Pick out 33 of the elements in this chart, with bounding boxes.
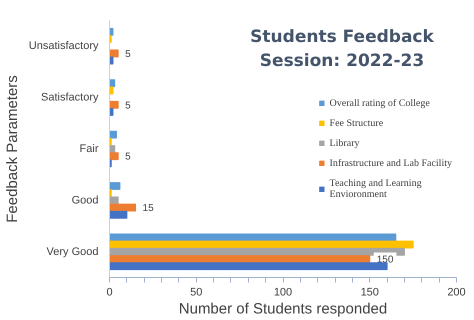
data-label: 5: [125, 152, 132, 163]
bar: [110, 210, 128, 219]
x-tick-label: 0: [106, 286, 113, 298]
x-tick-label: 150: [360, 286, 379, 298]
text: Students Feedback Session: 2022-23: [250, 26, 434, 71]
y-tick-label: Unsatisfactory: [28, 40, 99, 52]
legend-label: Library: [330, 138, 360, 148]
y-tick-label: Very Good: [46, 246, 99, 258]
bar: [110, 86, 114, 94]
y-tick-label: Satisfactory: [41, 92, 99, 104]
bar: [110, 240, 414, 249]
x-tick-label: 200: [447, 286, 466, 298]
bar: [110, 49, 119, 58]
x-tick-label: 50: [190, 286, 202, 298]
x-tick-label: 100: [274, 286, 292, 298]
legend-label: Infrastructure and Lab Facility: [330, 158, 452, 168]
bar: [110, 182, 120, 190]
y-tick-label: Good: [72, 194, 99, 206]
bar: [110, 262, 388, 270]
data-label: 15: [142, 203, 154, 214]
bar: [110, 130, 117, 139]
bar: [110, 255, 370, 263]
bar: [110, 204, 136, 212]
bar: [110, 108, 114, 116]
x-axis-title: Number of Students responded: [178, 300, 388, 318]
y-axis-title: Feedback Parameters: [4, 75, 21, 223]
data-label: 5: [125, 100, 132, 112]
legend-label: Fee Structure: [330, 118, 384, 128]
y-tick-label: Fair: [80, 143, 99, 155]
bar: [110, 56, 114, 65]
legend-label: Overall rating of College: [330, 98, 430, 108]
legend-label: Teaching and Learning Envioronment: [330, 178, 422, 200]
data-label: 5: [125, 48, 132, 60]
